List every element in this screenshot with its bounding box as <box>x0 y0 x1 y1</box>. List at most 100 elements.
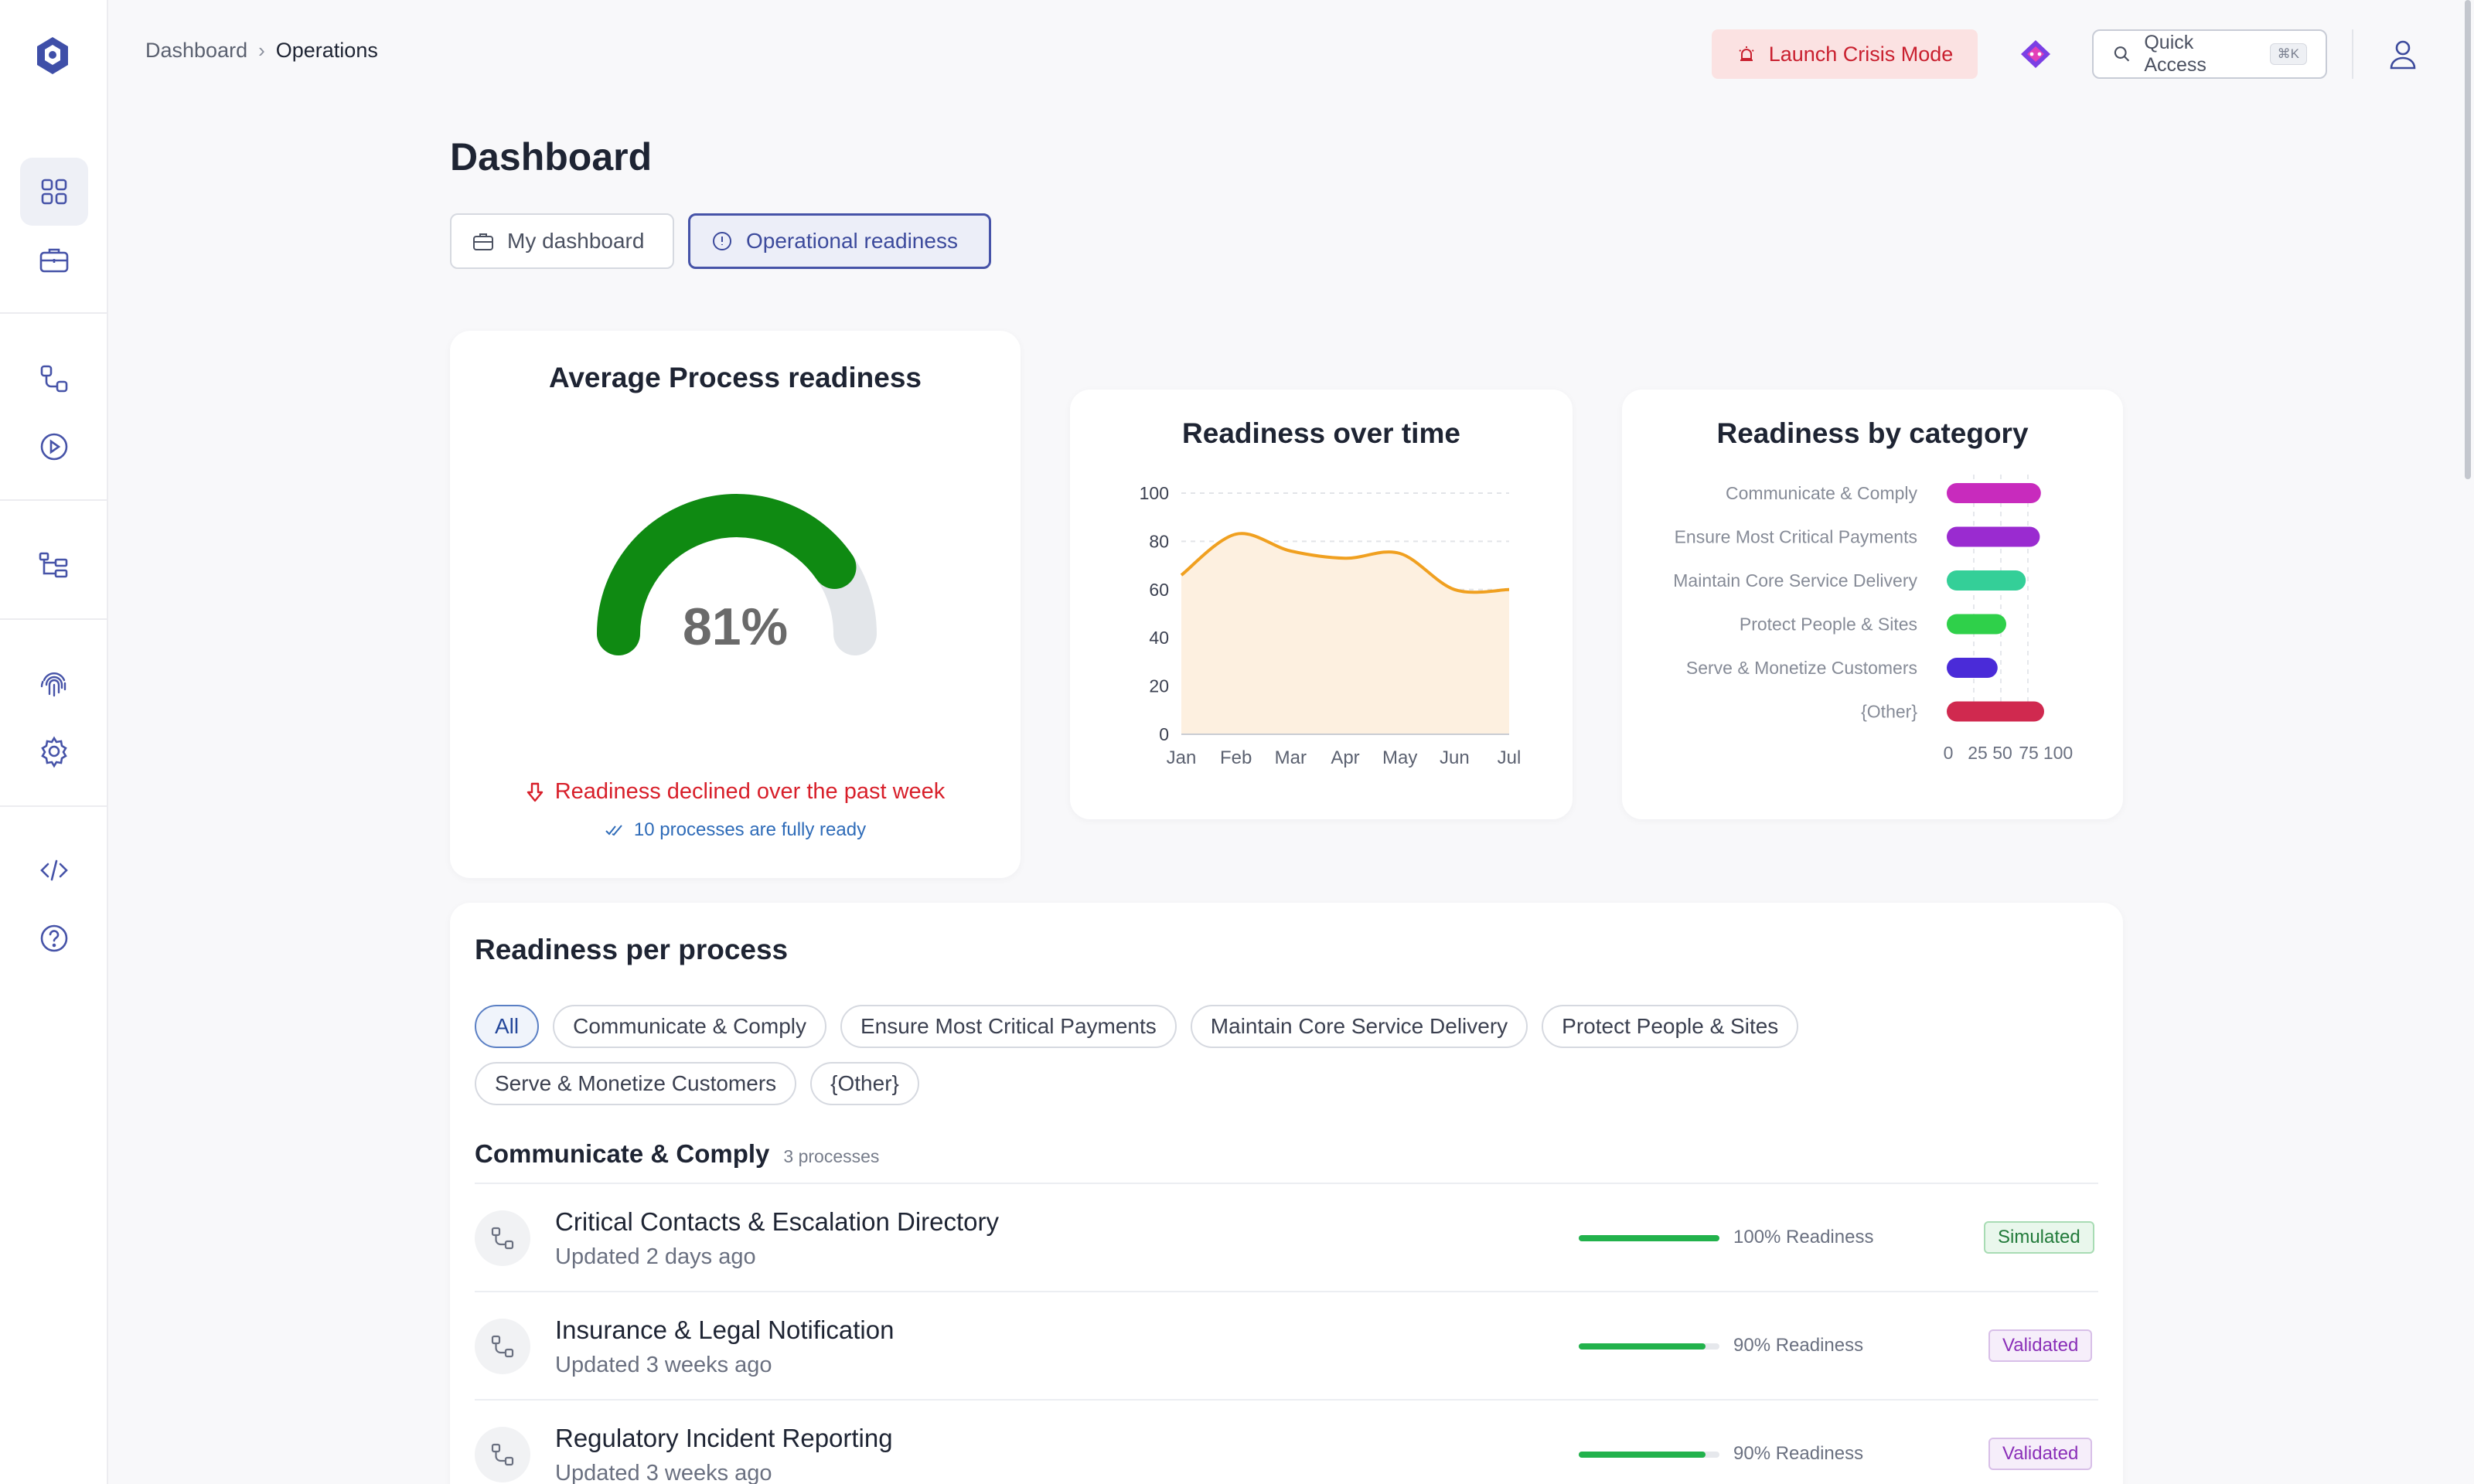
x-tick-label: Feb <box>1220 747 1252 768</box>
group-name: Communicate & Comply <box>475 1139 770 1168</box>
process-row[interactable]: Insurance & Legal Notification Updated 3… <box>475 1291 2098 1399</box>
tab-my-dashboard[interactable]: My dashboard <box>450 213 674 269</box>
y-tick-label: 100 <box>1140 483 1169 503</box>
trend-text: Readiness declined over the past week <box>554 779 946 804</box>
process-flow-icon <box>40 365 68 393</box>
readiness-percent: 100% Readiness <box>1733 1227 1874 1247</box>
code-icon <box>40 859 68 881</box>
category-bar <box>1947 570 2026 591</box>
y-tick-label: 0 <box>1159 724 1169 744</box>
readiness-by-category-chart: Communicate & Comply Ensure Most Critical… <box>1673 475 2073 763</box>
readiness-percent: 90% Readiness <box>1733 1443 1864 1464</box>
ready-count-text: 10 processes are fully ready <box>633 819 867 840</box>
process-row[interactable]: Critical Contacts & Escalation Directory… <box>475 1183 2098 1291</box>
briefcase-icon <box>473 233 493 250</box>
x-tick-label: 25 <box>1968 743 1988 763</box>
process-icon-wrapper <box>475 1319 530 1374</box>
readiness-bar-fill <box>1579 1235 1719 1241</box>
settings-icon <box>41 736 67 768</box>
fully-ready-count: 10 processes are fully ready <box>450 819 1021 841</box>
x-tick-label: May <box>1382 747 1417 768</box>
readiness-over-time-chart: 0 20 40 60 80 100 Jan Feb Mar Apr May Jun Jul <box>1140 483 1522 768</box>
x-tick-label: Jun <box>1440 747 1470 768</box>
process-row[interactable]: Regulatory Incident Reporting Updated 3 … <box>475 1399 2098 1484</box>
status-badge: Validated <box>1988 1329 2093 1362</box>
process-flow-icon <box>491 1443 514 1466</box>
double-check-icon <box>605 825 622 836</box>
hierarchy-icon <box>39 552 68 578</box>
page-scrollbar[interactable] <box>2465 0 2471 479</box>
category-bar <box>1947 614 2006 635</box>
fingerprint-icon <box>40 672 66 697</box>
section-title: Readiness per process <box>475 934 789 965</box>
status-badge: Simulated <box>1984 1221 2094 1254</box>
sidebar-item-organization[interactable] <box>20 530 88 598</box>
x-tick-label: 50 <box>1992 743 2012 763</box>
sidebar-item-developer[interactable] <box>20 836 88 904</box>
header-divider <box>2352 29 2353 79</box>
sidebar-item-processes[interactable] <box>20 345 88 413</box>
page-title: Dashboard <box>450 135 653 179</box>
readiness-bar <box>1579 1343 1719 1350</box>
launch-crisis-mode-button[interactable]: Launch Crisis Mode <box>1712 29 1978 79</box>
tab-label: Operational readiness <box>746 229 958 253</box>
process-icon-wrapper <box>475 1427 530 1482</box>
alarm-icon <box>1739 46 1754 61</box>
dashboard-icon <box>41 179 67 205</box>
average-readiness-card: Average Process readiness 81% Readiness … <box>450 331 1021 878</box>
chevron-right-icon: › <box>258 39 265 62</box>
category-bar <box>1947 658 1998 678</box>
help-icon <box>40 924 68 952</box>
readiness-gauge <box>597 494 877 655</box>
filter-chip-monetize-customers[interactable]: Serve & Monetize Customers <box>475 1062 797 1105</box>
readiness-over-time-card: Readiness over time 0 20 40 60 80 100 Jan Feb Ma… <box>1070 390 1573 819</box>
category-bar <box>1947 483 2041 503</box>
readiness-trend: Readiness declined over the past week <box>450 779 1021 805</box>
readiness-bar <box>1579 1452 1719 1458</box>
process-name[interactable]: Insurance & Legal Notification <box>555 1316 895 1344</box>
process-icon-wrapper <box>475 1210 530 1266</box>
user-profile-icon[interactable] <box>2384 36 2421 73</box>
y-tick-label: 20 <box>1149 676 1169 696</box>
category-bar <box>1947 526 2040 547</box>
filter-chip-critical-payments[interactable]: Ensure Most Critical Payments <box>840 1005 1177 1048</box>
process-updated: Updated 3 weeks ago <box>555 1353 772 1377</box>
category-label: Maintain Core Service Delivery <box>1673 570 1917 591</box>
sidebar-item-simulations[interactable] <box>20 413 88 481</box>
filter-chip-core-service[interactable]: Maintain Core Service Delivery <box>1190 1005 1528 1048</box>
breadcrumb: Dashboard › Operations <box>145 39 378 63</box>
category-filter-chips: All Communicate & Comply Ensure Most Cri… <box>475 1005 1944 1105</box>
ai-assistant-icon[interactable] <box>2016 37 2055 71</box>
card-title: Average Process readiness <box>549 362 922 393</box>
process-group-header: Communicate & Comply 3 processes <box>475 1139 879 1169</box>
tab-operational-readiness[interactable]: Operational readiness <box>688 213 991 269</box>
readiness-per-process-card: Readiness per process All Communicate & … <box>450 903 2123 1484</box>
tab-label: My dashboard <box>507 229 645 253</box>
filter-chip-all[interactable]: All <box>475 1005 540 1048</box>
breadcrumb-root[interactable]: Dashboard <box>145 39 248 62</box>
x-tick-label: Apr <box>1331 747 1359 768</box>
briefcase-icon <box>39 248 69 273</box>
quick-access-search[interactable]: Quick Access ⌘K <box>2092 29 2327 79</box>
filter-chip-people-sites[interactable]: Protect People & Sites <box>1542 1005 1799 1048</box>
sidebar-item-settings[interactable] <box>20 717 88 785</box>
area-fill <box>1181 533 1509 734</box>
search-icon <box>2114 46 2130 62</box>
readiness-bar-fill <box>1579 1343 1706 1350</box>
sidebar-item-dashboard[interactable] <box>20 158 88 226</box>
process-flow-icon <box>491 1227 514 1250</box>
process-name[interactable]: Critical Contacts & Escalation Directory <box>555 1207 1000 1236</box>
sidebar-item-portfolio[interactable] <box>20 226 88 294</box>
sidebar-divider <box>0 805 108 807</box>
category-label: {Other} <box>1861 702 1917 722</box>
x-tick-label: 0 <box>1944 743 1954 763</box>
sidebar-item-security[interactable] <box>20 649 88 717</box>
readiness-by-category-card: Readiness by category Communicate & Comp… <box>1622 390 2123 819</box>
app-logo-icon[interactable] <box>31 34 74 77</box>
status-badge: Validated <box>1988 1438 2093 1470</box>
filter-chip-other[interactable]: {Other} <box>810 1062 919 1105</box>
sidebar-item-help[interactable] <box>20 904 88 972</box>
filter-chip-communicate-comply[interactable]: Communicate & Comply <box>553 1005 826 1048</box>
process-flow-icon <box>491 1335 514 1358</box>
process-name[interactable]: Regulatory Incident Reporting <box>555 1424 893 1452</box>
